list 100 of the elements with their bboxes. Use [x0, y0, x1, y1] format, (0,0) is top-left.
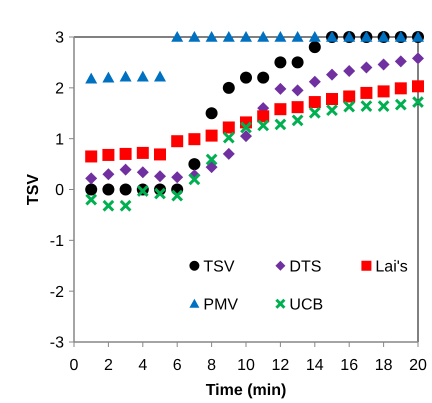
- legend-label: DTS: [289, 258, 322, 276]
- point: [102, 72, 114, 82]
- point: [222, 31, 235, 42]
- x-tick-label: 18: [374, 357, 393, 374]
- point: [240, 121, 252, 134]
- point: [171, 171, 184, 184]
- x-tick-label: 16: [340, 357, 358, 374]
- point: [119, 199, 132, 212]
- point: [257, 110, 270, 122]
- point: [188, 173, 201, 186]
- point: [257, 31, 270, 42]
- point: [412, 52, 424, 64]
- point: [308, 31, 321, 42]
- point: [308, 41, 321, 54]
- point: [292, 56, 304, 68]
- point: [84, 193, 98, 206]
- point: [85, 184, 98, 196]
- point: [291, 114, 304, 127]
- point: [170, 189, 184, 202]
- x-tick-label: 10: [237, 357, 255, 374]
- point: [188, 158, 200, 170]
- point: [326, 104, 338, 116]
- point: [136, 70, 149, 82]
- point: [171, 135, 184, 148]
- y-tick-label: 1: [55, 131, 64, 148]
- point: [256, 119, 270, 132]
- point: [102, 184, 114, 196]
- point: [102, 148, 114, 161]
- point: [292, 31, 304, 42]
- point: [394, 82, 407, 94]
- point: [292, 101, 304, 114]
- point: [188, 133, 200, 146]
- y-tick-label: -1: [50, 232, 64, 250]
- point: [240, 130, 252, 142]
- y-tick-label: 2: [55, 80, 64, 98]
- point: [102, 199, 115, 212]
- point: [222, 82, 235, 94]
- point: [222, 131, 236, 144]
- point: [360, 86, 372, 99]
- y-axis-title: TSV: [25, 174, 42, 206]
- point: [378, 58, 390, 70]
- point: [154, 170, 166, 182]
- x-tick-label: 4: [138, 357, 148, 374]
- x-tick-label: 14: [306, 357, 324, 374]
- x-tick-label: 6: [172, 357, 182, 374]
- point: [394, 98, 408, 111]
- point: [343, 65, 356, 78]
- y-tick-label: -3: [50, 334, 64, 352]
- point: [85, 72, 98, 84]
- x-tick-label: 12: [272, 357, 290, 374]
- point: [274, 31, 286, 42]
- point: [257, 72, 270, 84]
- legend-label: PMV: [203, 296, 238, 314]
- x-tick-label: 20: [409, 357, 427, 374]
- point: [240, 31, 252, 42]
- point: [85, 150, 98, 162]
- legend-label: UCB: [289, 296, 324, 314]
- point: [154, 70, 166, 82]
- x-tick-label: 2: [104, 357, 113, 374]
- x-tick-label: 0: [70, 357, 79, 374]
- y-tick-label: 3: [55, 30, 64, 47]
- point: [360, 100, 373, 112]
- point: [120, 70, 132, 82]
- point: [206, 130, 218, 142]
- point: [274, 56, 286, 68]
- point: [136, 146, 149, 159]
- point: [154, 148, 166, 160]
- legend-label: Lai's: [375, 258, 408, 276]
- point: [85, 172, 98, 184]
- point: [120, 184, 132, 196]
- point: [342, 100, 356, 113]
- y-tick-label: 0: [55, 182, 64, 200]
- point: [240, 72, 252, 84]
- point: [308, 106, 322, 120]
- point: [274, 82, 286, 95]
- point: [377, 100, 390, 112]
- point: [274, 103, 286, 116]
- y-tick-label: -2: [50, 284, 64, 301]
- point: [206, 107, 218, 120]
- point: [360, 62, 372, 74]
- point: [394, 55, 407, 68]
- x-axis-title: Time (min): [206, 382, 286, 399]
- point: [206, 161, 218, 174]
- point: [308, 76, 321, 88]
- point: [120, 164, 132, 176]
- point: [308, 96, 321, 108]
- point: [412, 96, 424, 108]
- point: [343, 90, 356, 102]
- x-tick-label: 8: [207, 357, 216, 374]
- point: [222, 121, 235, 134]
- point: [326, 93, 338, 106]
- legend-label: TSV: [203, 258, 235, 276]
- point: [412, 80, 424, 92]
- point: [188, 31, 200, 42]
- point: [154, 187, 166, 200]
- point: [102, 168, 114, 180]
- point: [206, 31, 218, 42]
- point: [378, 85, 390, 98]
- point: [326, 68, 338, 81]
- point: [120, 148, 132, 160]
